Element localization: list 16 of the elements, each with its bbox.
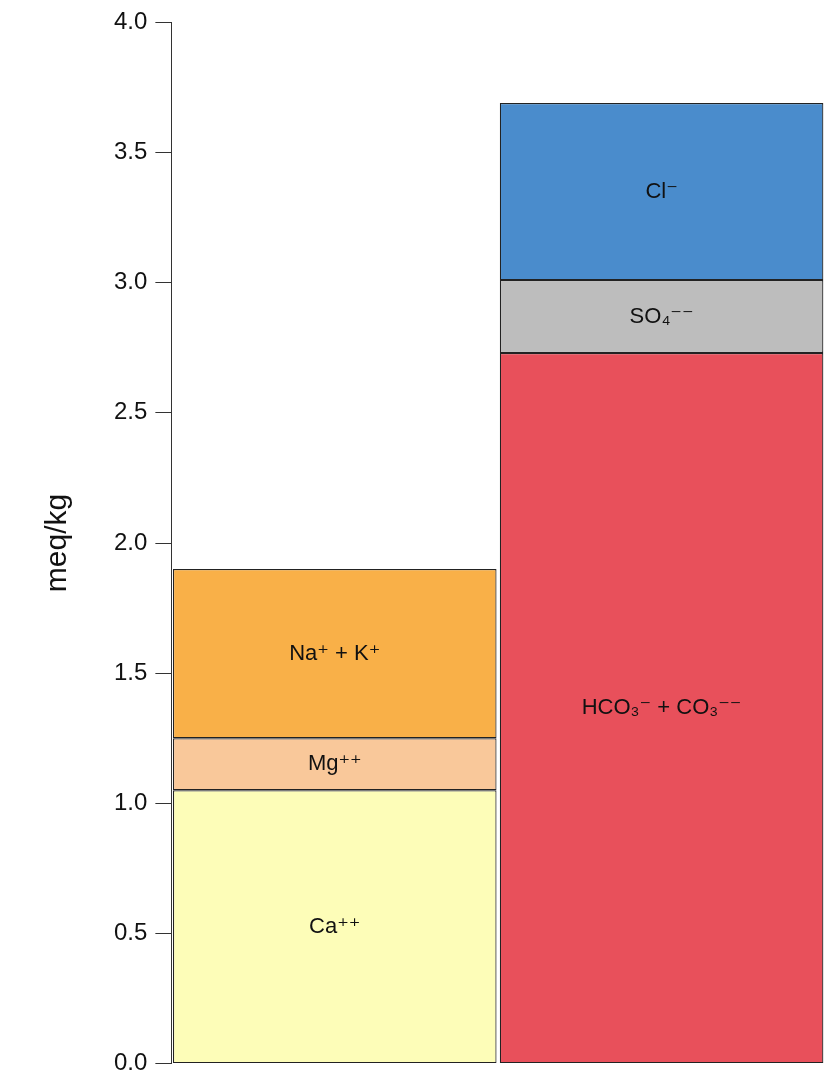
y-tick-label: 0.5 <box>113 918 148 946</box>
series-label: Cl⁻ <box>645 177 678 203</box>
y-tick-label: 1.5 <box>113 657 148 685</box>
series-label: HCO₃⁻ + CO₃⁻⁻ <box>581 694 742 720</box>
series-label: Na⁺ + K⁺ <box>289 639 381 665</box>
y-tick-label: 0.0 <box>113 1048 148 1076</box>
y-tick-label: 3.5 <box>113 137 148 165</box>
y-tick-label: 2.0 <box>113 527 148 555</box>
y-tick-label: 1.0 <box>113 787 148 815</box>
y-tick-label: 2.5 <box>113 397 148 425</box>
y-tick-label: 4.0 <box>113 7 148 35</box>
series-label: Ca⁺⁺ <box>309 912 361 938</box>
series-label: SO₄⁻⁻ <box>629 302 694 328</box>
y-tick-label: 3.0 <box>113 267 148 295</box>
series-label: Mg⁺⁺ <box>307 750 362 776</box>
y-axis-title: meq/kg <box>39 493 73 593</box>
